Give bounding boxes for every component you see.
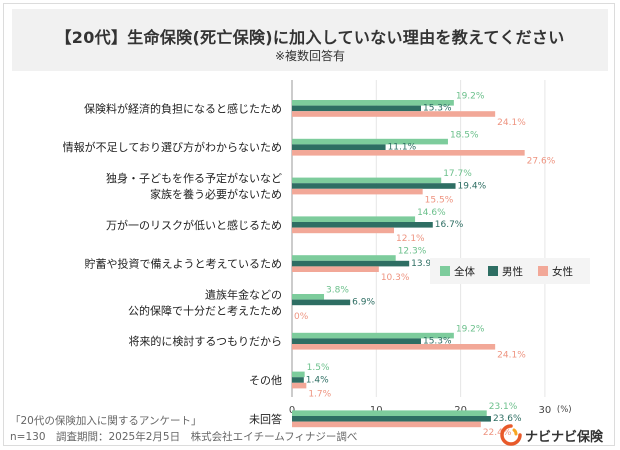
value-label: 6.9% xyxy=(352,298,375,308)
legend-swatch xyxy=(538,266,548,276)
category-label: 万が一のリスクが低いと感じるため xyxy=(106,218,282,232)
value-label: 19.4% xyxy=(458,181,487,191)
value-label: 23.1% xyxy=(489,402,518,412)
value-label: 12.1% xyxy=(396,234,425,244)
value-label: 11.1% xyxy=(388,143,417,153)
brand-name: ナビナビ保険 xyxy=(525,429,604,445)
value-label: 22.4% xyxy=(483,428,512,438)
footer-details: n=130 調査期間：2025年2月5日 株式会社エイチームフィナジー調べ xyxy=(10,431,358,443)
title-panel: 【20代】生命保険(死亡保険)に加入していない理由を教えてください ※複数回答有 xyxy=(12,9,608,71)
value-label: 0% xyxy=(294,312,309,322)
value-label: 14.6% xyxy=(417,208,446,218)
bar-all xyxy=(292,100,454,106)
value-label: 1.5% xyxy=(307,363,330,373)
bar-all xyxy=(292,410,487,416)
bar-all xyxy=(292,177,442,184)
bar-female xyxy=(292,421,481,428)
bar-all xyxy=(292,332,454,339)
x-tick-label: 30 xyxy=(539,405,552,416)
chart-subtitle: ※複数回答有 xyxy=(274,49,346,63)
bar-female xyxy=(292,188,423,195)
bar-female xyxy=(292,344,496,350)
value-label: 15.5% xyxy=(425,195,454,205)
value-label: 13.9% xyxy=(411,259,440,269)
legend-label: 女性 xyxy=(552,265,573,278)
category-label: 未回答 xyxy=(249,412,282,426)
legend-label: 全体 xyxy=(454,265,475,278)
brand-icon xyxy=(500,424,522,446)
bar-all xyxy=(292,255,396,261)
bar-male xyxy=(292,299,351,306)
category-label: 情報が不足しており選び方がわからないため xyxy=(63,140,282,154)
legend-label: 男性 xyxy=(502,265,523,278)
bar-male xyxy=(292,416,491,422)
bar-female xyxy=(292,266,379,272)
bar-male xyxy=(292,222,433,228)
legend-swatch xyxy=(440,266,450,276)
category-label: 将来的に検討するつもりだから xyxy=(128,334,282,348)
category-label: 遺族年金などの xyxy=(205,287,282,301)
value-label: 16.7% xyxy=(435,220,464,230)
bar-male xyxy=(292,260,410,267)
bar-female xyxy=(292,227,395,234)
bar-female xyxy=(292,382,307,389)
chart-frame xyxy=(3,3,615,446)
category-label: 家族を養う必要がないため xyxy=(150,187,282,201)
bar-male xyxy=(292,144,386,150)
chart-title: 【20代】生命保険(死亡保険)に加入していない理由を教えてください xyxy=(55,28,565,47)
x-unit-label: (%) xyxy=(557,405,572,415)
value-label: 1.7% xyxy=(308,389,331,399)
bar-male xyxy=(292,105,421,112)
value-label: 19.2% xyxy=(456,324,485,334)
value-label: 19.2% xyxy=(456,92,485,102)
value-label: 24.1% xyxy=(497,351,526,361)
bar-all xyxy=(292,371,305,378)
category-label: 貯蓄や投資で備えようと考えているため xyxy=(85,257,282,271)
category-label: 保険料が経済的負担になると感じたため xyxy=(84,101,282,115)
bar-male xyxy=(292,183,456,189)
legend-box xyxy=(430,258,590,284)
bar-all xyxy=(292,294,325,300)
bar-all xyxy=(292,216,416,222)
footer-survey: 「20代の保険加入に関するアンケート」 xyxy=(10,415,202,427)
value-label: 18.5% xyxy=(450,130,479,140)
category-label: その他 xyxy=(249,374,282,387)
value-label: 3.8% xyxy=(326,286,349,296)
category-label: 公的保障で十分だと考えたため xyxy=(128,303,282,317)
value-label: 23.6% xyxy=(493,414,522,424)
value-label: 1.4% xyxy=(306,375,329,385)
value-label: 10.3% xyxy=(381,273,410,283)
value-label: 12.3% xyxy=(398,247,427,257)
bar-all xyxy=(292,138,448,145)
value-label: 15.3% xyxy=(423,337,452,347)
bar-female xyxy=(292,150,525,156)
category-label: 独身・子どもを作る予定がないなど xyxy=(106,171,282,185)
bar-male xyxy=(292,338,421,344)
legend-swatch xyxy=(488,266,498,276)
brand-logo: ナビナビ保険 xyxy=(500,424,603,446)
bar-female xyxy=(292,111,496,117)
value-label: 24.1% xyxy=(497,118,526,128)
value-label: 17.7% xyxy=(443,169,472,179)
value-label: 15.3% xyxy=(423,104,452,114)
bar-male xyxy=(292,377,304,383)
value-label: 27.6% xyxy=(527,157,556,167)
